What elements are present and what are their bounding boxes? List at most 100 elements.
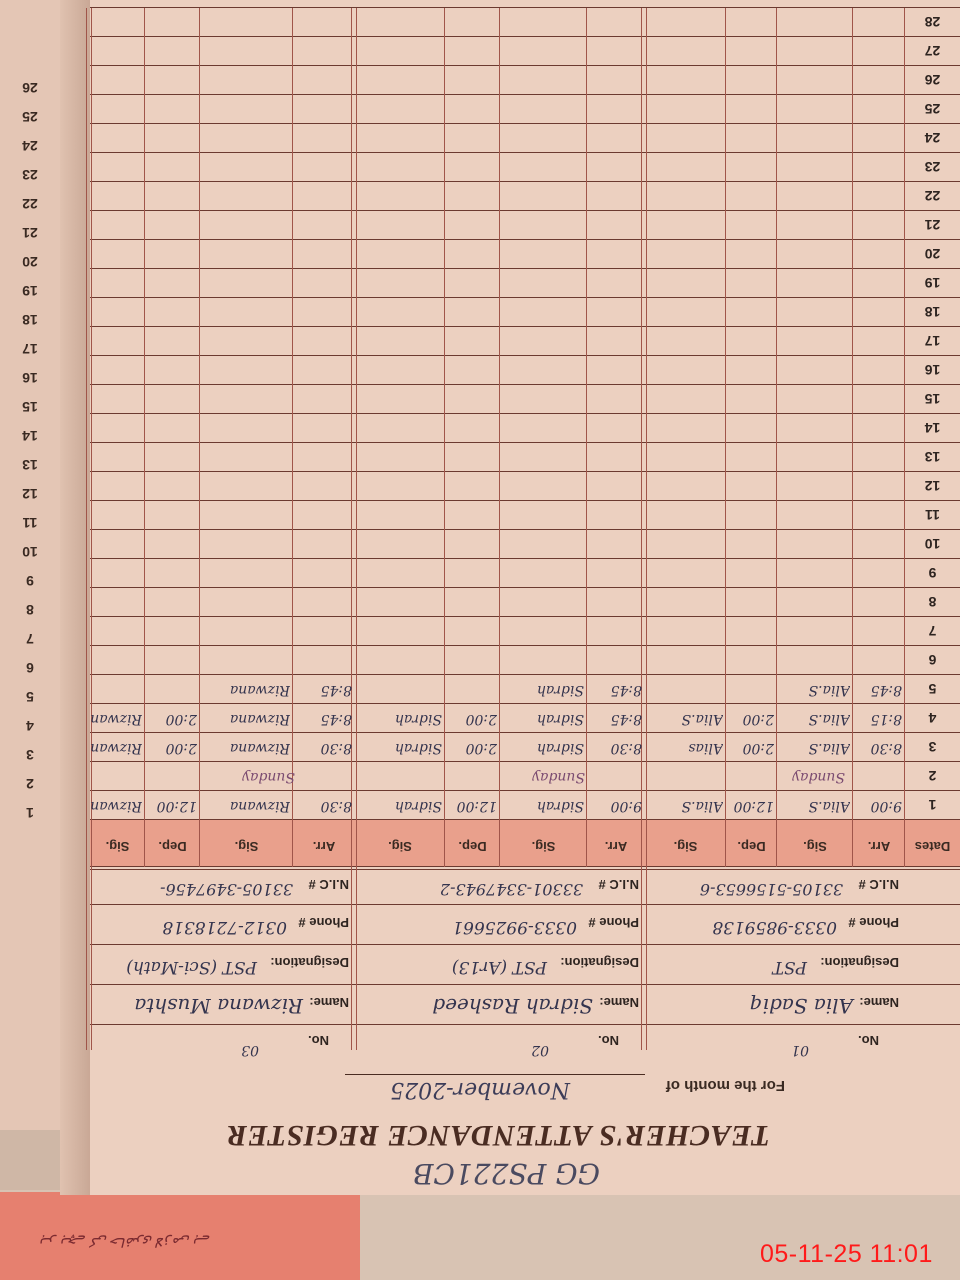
sub-column-line xyxy=(586,8,587,867)
adjacent-page-date: 6 xyxy=(26,660,34,676)
column-header-sig: Sig. xyxy=(234,839,259,854)
adjacent-page-date: 18 xyxy=(22,312,38,328)
attendance-cell: 8:45 xyxy=(870,682,902,698)
date-number: 24 xyxy=(924,130,941,146)
register-code: GG PS221CB xyxy=(412,1157,600,1190)
row-line xyxy=(90,703,960,704)
nic-label: N.I.C # xyxy=(858,877,899,892)
row-line xyxy=(90,268,960,269)
row-line xyxy=(90,36,960,37)
column-header-dep: Dep. xyxy=(737,839,766,854)
date-number: 28 xyxy=(924,14,941,30)
name-label: Name: xyxy=(599,995,639,1010)
attendance-cell: 9:00 xyxy=(610,798,642,814)
date-number: 20 xyxy=(924,246,941,262)
adjacent-page-date: 7 xyxy=(26,631,34,647)
adjacent-page-date: 17 xyxy=(22,341,38,357)
attendance-cell: Sidrah xyxy=(536,711,584,727)
pink-note-paper: ہر بچے کی حاضری لازمی ہے xyxy=(0,1192,360,1280)
row-line xyxy=(90,152,960,153)
urdu-note-text: ہر بچے کی حاضری لازمی ہے xyxy=(40,1234,210,1250)
attendance-cell: 9:00 xyxy=(870,798,902,814)
teacher-designation: PST xyxy=(772,957,807,977)
date-number: 16 xyxy=(924,362,941,378)
column-header-sig: Sig. xyxy=(531,839,556,854)
adjacent-page-date: 23 xyxy=(22,167,38,183)
attendance-cell: Rizwana xyxy=(91,740,142,756)
column-header-dep: Dep. xyxy=(458,839,487,854)
attendance-cell: 2:00 xyxy=(742,711,774,727)
register-title: TEACHER'S ATTENDANCE REGISTER xyxy=(226,1119,770,1152)
adjacent-page-date: 10 xyxy=(22,544,38,560)
adjacent-page-date: 22 xyxy=(22,196,38,212)
row-line xyxy=(90,239,960,240)
date-number: 2 xyxy=(928,768,937,784)
no-label: No. xyxy=(858,1033,879,1048)
attendance-cell: Alias xyxy=(688,740,723,756)
row-line xyxy=(90,732,960,733)
row-line xyxy=(90,761,960,762)
sunday-mark: Sunday xyxy=(242,769,295,785)
attendance-cell: Sidrah xyxy=(394,740,442,756)
month-value: November-2025 xyxy=(390,1077,570,1102)
info-line xyxy=(90,1024,960,1025)
attendance-cell: 12:00 xyxy=(733,798,774,814)
date-number: 10 xyxy=(924,536,941,552)
date-number: 18 xyxy=(924,304,941,320)
attendance-cell: 8:30 xyxy=(870,740,902,756)
phone-label: Phone # xyxy=(298,915,349,930)
nic-label: N.I.C # xyxy=(598,877,639,892)
adjacent-page-date: 9 xyxy=(26,573,34,589)
adjacent-page-date: 4 xyxy=(26,718,34,734)
attendance-cell: 8:15 xyxy=(870,711,902,727)
attendance-cell: 2:00 xyxy=(165,711,197,727)
adjacent-page-date: 14 xyxy=(22,428,38,444)
teacher-name: Alia Sadiq xyxy=(749,994,853,1018)
column-header-arr: Arr. xyxy=(312,839,336,854)
attendance-cell: 8:45 xyxy=(320,682,352,698)
attendance-cell: Rizwana xyxy=(229,682,290,698)
row-line xyxy=(90,297,960,298)
teacher-number: 02 xyxy=(531,1042,549,1058)
adjacent-page-date: 26 xyxy=(22,80,38,96)
teacher-number: 03 xyxy=(241,1042,259,1058)
row-line xyxy=(90,123,960,124)
teacher-divider xyxy=(351,8,357,1050)
date-number: 12 xyxy=(924,478,941,494)
teacher-nic: 33105-5156653-6 xyxy=(699,880,843,899)
row-line xyxy=(90,790,960,791)
date-number: 13 xyxy=(924,449,941,465)
month-underline xyxy=(345,1074,645,1075)
teacher-nic: 33301-3347943-2 xyxy=(439,880,583,899)
name-label: Name: xyxy=(859,995,899,1010)
attendance-cell: 8:45 xyxy=(610,711,642,727)
teacher-nic: 33105-3497456- xyxy=(160,880,293,899)
sub-column-line xyxy=(292,8,293,867)
adjacent-page-date: 16 xyxy=(22,370,38,386)
attendance-cell: Sidrah xyxy=(394,798,442,814)
column-header-arr: Arr. xyxy=(604,839,628,854)
attendance-cell: 8:30 xyxy=(320,740,352,756)
column-header-dep: Dep. xyxy=(158,839,187,854)
teacher-name: Rizwana Mushta xyxy=(134,994,303,1018)
sub-column-line xyxy=(776,8,777,867)
attendance-cell: 2:00 xyxy=(465,711,497,727)
row-line xyxy=(90,355,960,356)
date-number: 19 xyxy=(924,275,941,291)
adjacent-page-date: 15 xyxy=(22,399,38,415)
date-number: 25 xyxy=(924,101,941,117)
date-number: 9 xyxy=(928,565,937,581)
date-number: 3 xyxy=(928,739,937,755)
attendance-cell: 2:00 xyxy=(742,740,774,756)
date-number: 15 xyxy=(924,391,941,407)
attendance-cell: Alia.S xyxy=(681,711,723,727)
info-line xyxy=(90,944,960,945)
column-header-sig: Sig. xyxy=(803,839,827,854)
row-line xyxy=(90,94,960,95)
attendance-cell: Rizwana xyxy=(229,798,290,814)
row-line xyxy=(90,674,960,675)
sub-column-line xyxy=(499,8,500,867)
attendance-cell: Sidrah xyxy=(536,798,584,814)
row-line xyxy=(90,65,960,66)
row-line xyxy=(90,471,960,472)
